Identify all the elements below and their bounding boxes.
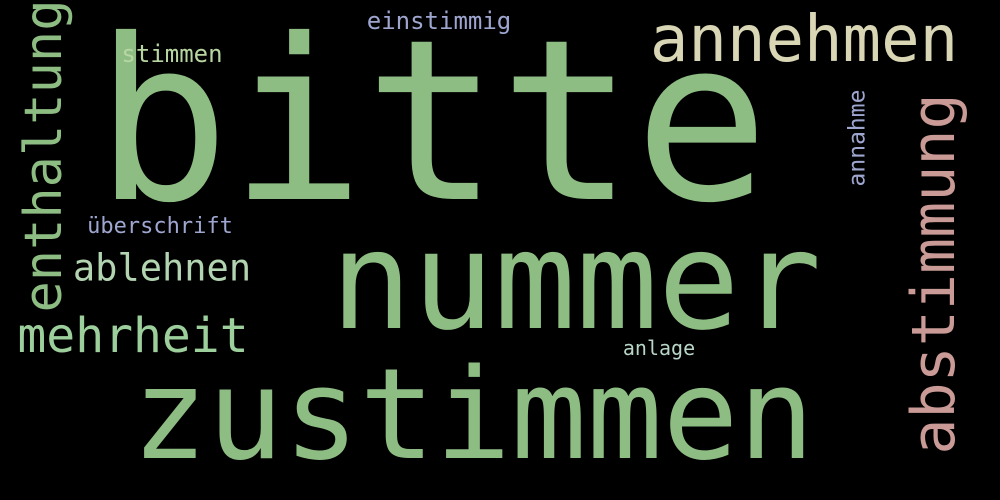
word-annehmen: annehmen [649, 3, 959, 77]
word-nummer: nummer [330, 203, 822, 361]
word-abstimmung: abstimmung [899, 93, 969, 455]
word-ueberschrift: überschrift [87, 214, 233, 239]
word-anlage: anlage [622, 336, 696, 360]
word-ablehnen: ablehnen [72, 246, 252, 290]
word-zustimmen: zustimmen [131, 341, 815, 488]
word-bitte: bitte [94, 0, 770, 252]
word-stimmen: stimmen [121, 40, 223, 68]
word-enthaltung: enthaltung [14, 0, 74, 313]
word-annahme: annahme [844, 89, 871, 187]
word-mehrheit: mehrheit [17, 308, 249, 364]
word-einstimmig: einstimmig [366, 7, 512, 35]
